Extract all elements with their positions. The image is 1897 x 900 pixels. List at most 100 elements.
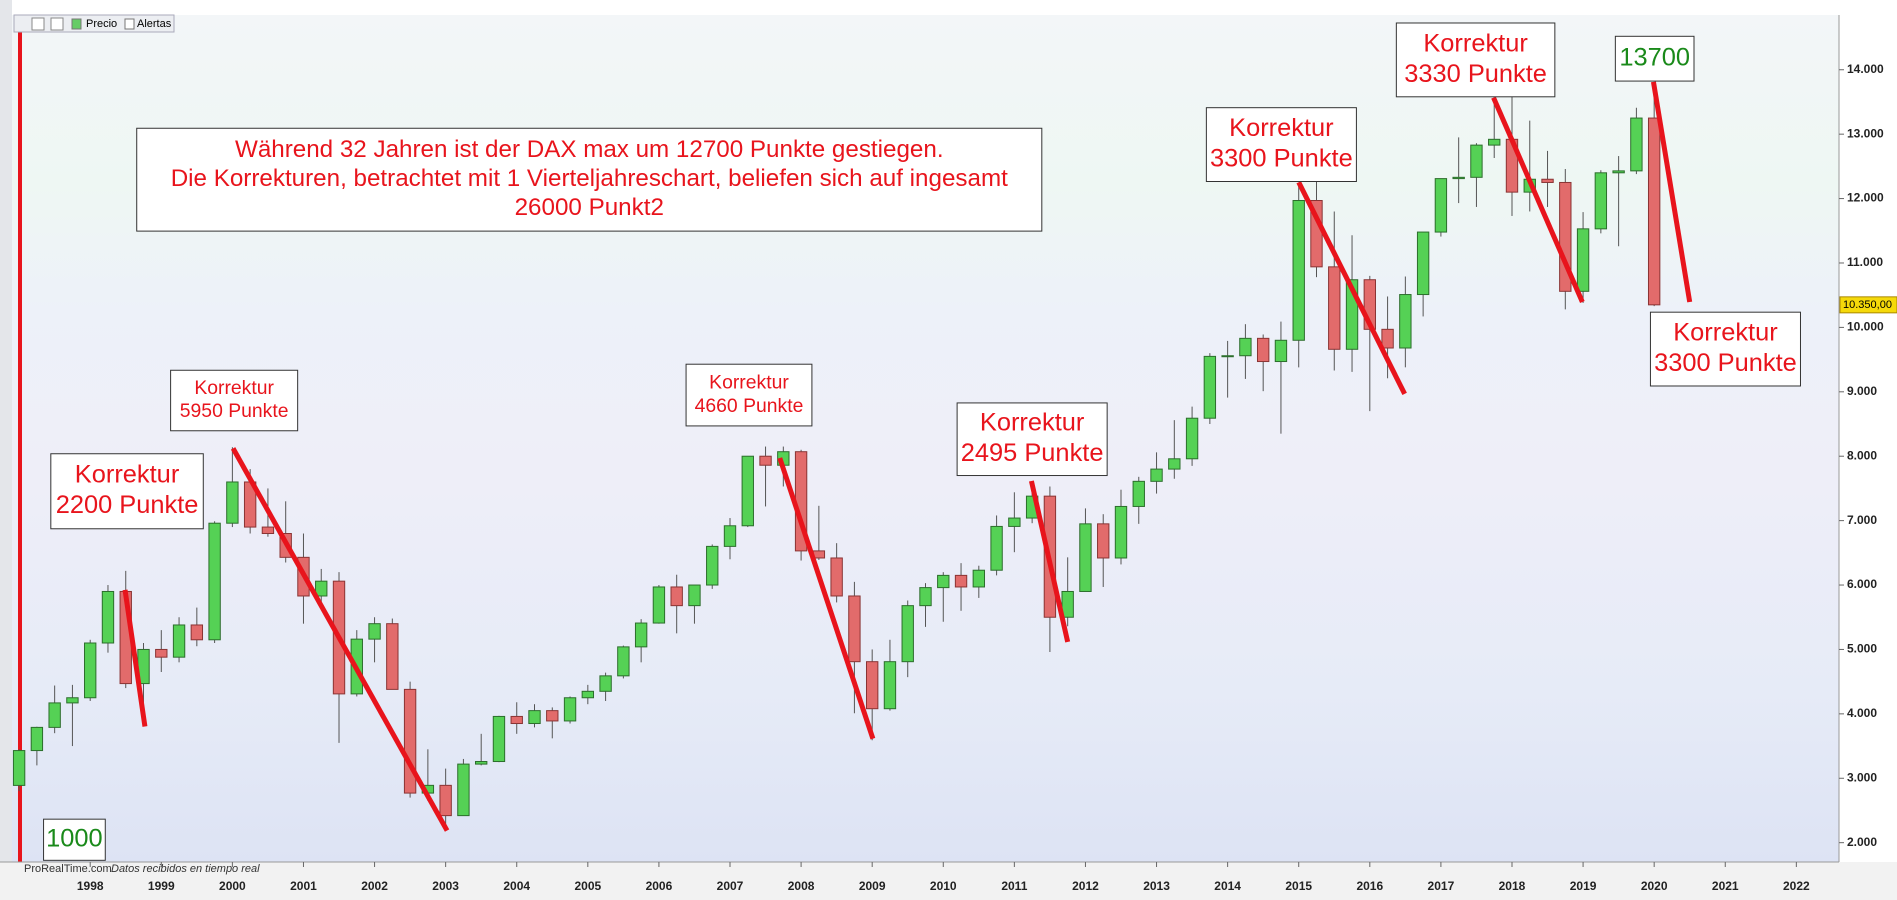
candle-body: [990, 525, 1003, 571]
x-tick-label: 2015: [1285, 879, 1312, 893]
annotation-text: Während 32 Jahren ist der DAX max um 127…: [235, 136, 944, 163]
candle-body: [1434, 178, 1448, 233]
annotation: Während 32 Jahren ist der DAX max um 127…: [136, 127, 1043, 232]
candle-body: [617, 646, 630, 677]
annotation-text: 2200 Punkte: [56, 491, 199, 519]
correction-line: [777, 457, 876, 740]
toolbar-item[interactable]: Alertas: [137, 18, 172, 30]
candle-body: [1594, 172, 1608, 230]
x-tick-label: 2005: [574, 879, 601, 893]
annotation-text: Korrektur: [75, 461, 180, 489]
x-tick-label: 2013: [1143, 879, 1170, 893]
candle-body: [492, 715, 506, 763]
x-tick-label: 2002: [361, 879, 388, 893]
y-tick-label: 10.000: [1847, 320, 1884, 334]
source-note: Datos recibidos en tiempo real: [111, 863, 260, 875]
candle-body: [1647, 117, 1661, 306]
y-tick-label: 13.000: [1847, 126, 1884, 140]
annotation-text: Korrektur: [1229, 114, 1334, 142]
candle-body: [1274, 339, 1288, 363]
candle-body: [901, 605, 914, 663]
candle-body: [1114, 505, 1128, 559]
candle-body: [1452, 176, 1465, 180]
button[interactable]: [31, 17, 45, 31]
x-tick-label: 2008: [788, 879, 815, 893]
x-tick-label: 2019: [1570, 879, 1597, 893]
candle-body: [865, 661, 879, 710]
x-tick-label: 1998: [77, 879, 104, 893]
annotation-box: [1649, 311, 1801, 387]
x-tick-label: 2020: [1641, 879, 1668, 893]
candle-body: [101, 590, 115, 644]
correction-line: [1491, 96, 1585, 304]
annotation-text: 3330 Punkte: [1404, 60, 1547, 88]
candle-body: [1488, 138, 1501, 146]
candle-body: [403, 688, 417, 794]
candle-body: [1292, 200, 1305, 341]
candle-body: [1416, 231, 1430, 296]
y-tick-label: 9.000: [1847, 384, 1877, 398]
candle-body: [741, 455, 754, 527]
annotation-text: Die Korrekturen, betrachtet mit 1 Vierte…: [171, 165, 1008, 192]
correction-line: [1028, 480, 1071, 643]
price-label: 10.350,00: [1843, 299, 1892, 311]
candle-body: [386, 623, 399, 690]
annotation-text: 13700: [1619, 43, 1690, 71]
x-tick-label: 1999: [148, 879, 175, 893]
candle-body: [723, 525, 737, 547]
candle-body: [84, 642, 97, 699]
candle-body: [1345, 279, 1359, 350]
annotation-text: 3300 Punkte: [1210, 145, 1353, 173]
candle-body: [546, 710, 559, 722]
candle-body: [1079, 523, 1092, 592]
candle-body: [1168, 458, 1181, 470]
candle-body: [652, 586, 666, 624]
y-tick-label: 14.000: [1847, 62, 1884, 76]
annotation-box: [956, 402, 1108, 477]
side-toolbar[interactable]: [0, 0, 12, 900]
x-tick-label: 2012: [1072, 879, 1099, 893]
x-tick-label: 2000: [219, 879, 246, 893]
x-tick-label: 2021: [1712, 879, 1739, 893]
candle-body: [1061, 590, 1074, 618]
x-tick-label: 2006: [646, 879, 673, 893]
candle-body: [634, 622, 648, 648]
button[interactable]: [50, 17, 64, 31]
annotation: 1000: [43, 818, 106, 861]
candle-body: [883, 661, 897, 710]
candle-body: [1256, 337, 1270, 363]
y-tick-label: 11.000: [1847, 255, 1883, 269]
annotation-text: Korrektur: [1673, 319, 1778, 347]
candle-body: [759, 455, 772, 466]
candle-body: [1221, 355, 1234, 358]
toolbar-item[interactable]: Precio: [86, 18, 117, 30]
candle-body: [30, 726, 44, 752]
annotation-box: [1614, 35, 1695, 82]
candle-body: [1097, 523, 1110, 559]
x-tick-label: 2014: [1214, 879, 1241, 893]
annotation: Korrektur 3330 Punkte: [1395, 22, 1556, 98]
candle-body: [1630, 117, 1643, 172]
correction-line: [230, 447, 450, 832]
candle-body: [208, 522, 221, 641]
candle-body: [688, 584, 701, 607]
candle-body: [1185, 417, 1199, 460]
source: ProRealTime.com: [24, 863, 112, 875]
candle-body: [457, 763, 470, 817]
annotation-text: 3300 Punkte: [1654, 349, 1797, 377]
correction-line: [122, 589, 148, 727]
x-tick-label: 2004: [503, 879, 530, 893]
y-tick-label: 2.000: [1847, 835, 1877, 849]
icon: [71, 18, 82, 30]
candle-body: [670, 586, 683, 607]
annotation-box: [685, 363, 813, 427]
y-tick-label: 12.000: [1847, 191, 1884, 205]
candle-body: [972, 569, 986, 588]
x-tick-label: 2022: [1783, 879, 1810, 893]
candle-body: [563, 697, 577, 722]
candle-body: [190, 624, 204, 641]
